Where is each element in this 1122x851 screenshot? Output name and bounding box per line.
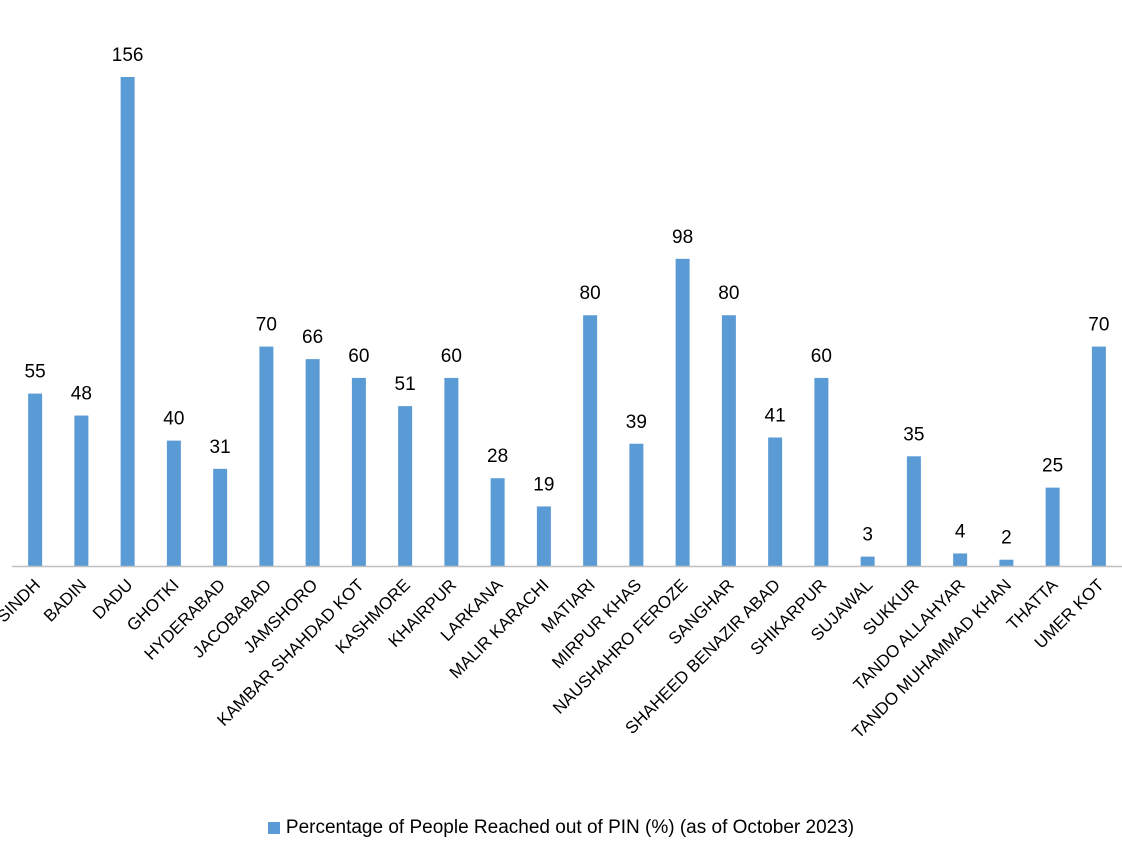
data-label: 98 [672, 227, 693, 248]
x-tick-labels-group: SINDHBADINDADUGHOTKIHYDERABADJACOBABADJA… [0, 575, 1108, 742]
bar-khairpur [444, 377, 459, 566]
bar-dadu [120, 77, 135, 566]
data-label: 80 [580, 283, 601, 304]
bar-sujawal [860, 556, 875, 566]
data-label: 35 [903, 424, 924, 445]
bar-shikarpur [814, 377, 829, 566]
data-label: 80 [718, 283, 739, 304]
bars-group [28, 77, 1106, 566]
x-tick-label: HYDERABAD [141, 575, 229, 663]
data-label: 60 [348, 346, 369, 367]
bar-jamshoro [305, 359, 320, 566]
data-label: 19 [533, 474, 554, 495]
bar-naushahro-feroze [675, 258, 690, 566]
data-label: 28 [487, 446, 508, 467]
data-label: 66 [302, 327, 323, 348]
bar-mirpur-khas [629, 443, 644, 566]
x-tick-label: BADIN [40, 575, 90, 625]
bar-hyderabad [213, 468, 228, 566]
data-label: 70 [256, 315, 277, 336]
legend-swatch [267, 822, 280, 834]
bar-sindh [28, 393, 43, 566]
x-tick-label: SINDH [0, 575, 44, 626]
legend: Percentage of People Reached out of PIN … [0, 817, 1122, 839]
bar-thatta [1045, 487, 1060, 566]
bar-kashmore [398, 406, 413, 566]
bar-sukkur [906, 456, 921, 566]
data-label: 39 [626, 412, 647, 433]
bar-larkana [490, 478, 505, 566]
data-label: 4 [955, 521, 966, 542]
data-label: 41 [765, 405, 786, 426]
data-label: 60 [811, 346, 832, 367]
bar-ghotki [166, 440, 181, 566]
data-label: 40 [163, 409, 184, 430]
data-label: 25 [1042, 456, 1063, 477]
data-label: 2 [1001, 528, 1012, 549]
data-label: 60 [441, 346, 462, 367]
bar-kambar-shahdad-kot [351, 377, 366, 566]
bar-malir-karachi [536, 506, 551, 566]
data-label: 3 [862, 525, 873, 546]
data-label: 31 [210, 437, 231, 458]
bar-badin [74, 415, 89, 566]
data-label: 156 [112, 45, 144, 66]
data-label: 48 [71, 384, 92, 405]
bar-tando-muhammad-khan [999, 559, 1014, 566]
bar-jacobabad [259, 346, 274, 566]
bar-sanghar [721, 315, 736, 566]
bar-tando-allahyar [953, 553, 968, 566]
data-label: 51 [395, 374, 416, 395]
bar-umer-kot [1091, 346, 1106, 566]
bar-matiari [583, 315, 598, 566]
bar-shaheed-benazir-abad [768, 437, 783, 566]
value-labels-group: 55 48 156 40 31 70 66 60 51 60 28 19 80 39 98 80 41 60 3 35… [25, 45, 1110, 549]
data-label: 55 [25, 362, 46, 383]
legend-label: Percentage of People Reached out of PIN … [285, 817, 855, 838]
data-label: 70 [1088, 315, 1109, 336]
